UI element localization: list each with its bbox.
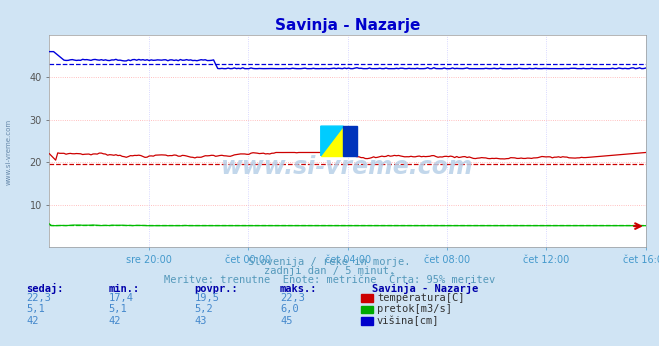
- Polygon shape: [321, 126, 343, 156]
- Text: 5,2: 5,2: [194, 304, 213, 315]
- Text: povpr.:: povpr.:: [194, 284, 238, 294]
- Text: maks.:: maks.:: [280, 284, 318, 294]
- Text: 42: 42: [26, 316, 39, 326]
- Text: 5,1: 5,1: [26, 304, 45, 315]
- Text: 42: 42: [109, 316, 121, 326]
- Text: 22,3: 22,3: [280, 293, 305, 303]
- Title: Savinja - Nazarje: Savinja - Nazarje: [275, 18, 420, 34]
- Text: 17,4: 17,4: [109, 293, 134, 303]
- Text: zadnji dan / 5 minut.: zadnji dan / 5 minut.: [264, 266, 395, 276]
- Text: sedaj:: sedaj:: [26, 283, 64, 294]
- Polygon shape: [321, 126, 343, 156]
- Text: pretok[m3/s]: pretok[m3/s]: [377, 304, 452, 315]
- Text: Slovenija / reke in morje.: Slovenija / reke in morje.: [248, 257, 411, 267]
- Text: temperatura[C]: temperatura[C]: [377, 293, 465, 303]
- Text: 22,3: 22,3: [26, 293, 51, 303]
- Text: 45: 45: [280, 316, 293, 326]
- Polygon shape: [343, 126, 357, 156]
- Text: www.si-vreme.com: www.si-vreme.com: [221, 155, 474, 179]
- Text: min.:: min.:: [109, 284, 140, 294]
- Text: 43: 43: [194, 316, 207, 326]
- Text: 5,1: 5,1: [109, 304, 127, 315]
- Text: Meritve: trenutne  Enote: metrične  Črta: 95% meritev: Meritve: trenutne Enote: metrične Črta: …: [164, 275, 495, 285]
- Text: Savinja - Nazarje: Savinja - Nazarje: [372, 283, 478, 294]
- Text: 6,0: 6,0: [280, 304, 299, 315]
- Text: www.si-vreme.com: www.si-vreme.com: [5, 119, 11, 185]
- Text: višina[cm]: višina[cm]: [377, 316, 440, 326]
- Text: 19,5: 19,5: [194, 293, 219, 303]
